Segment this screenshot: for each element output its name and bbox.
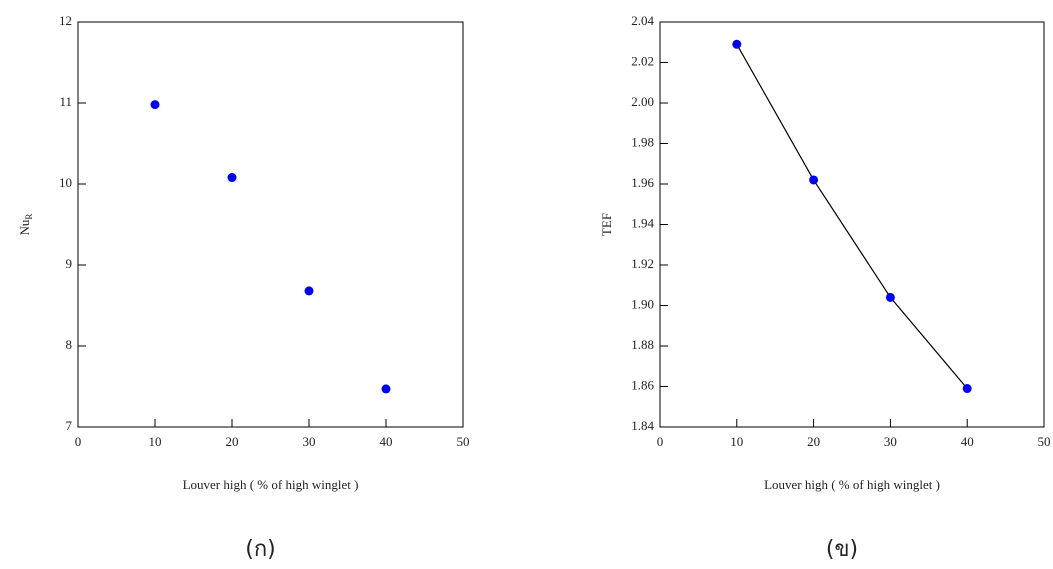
y-tick-label: 8 <box>66 337 73 352</box>
y-axis-label: NuR <box>17 214 34 236</box>
y-axis-label-subscript: R <box>24 214 34 220</box>
y-tick-label: 1.94 <box>631 215 654 230</box>
point <box>150 100 160 110</box>
point <box>809 175 819 185</box>
plot-frame <box>659 21 1045 428</box>
y-tick-label: 10 <box>59 175 72 190</box>
caption: (ข) <box>826 537 858 562</box>
x-tick-label: 50 <box>1038 434 1051 449</box>
x-axis-label: Louver high ( % of high winglet ) <box>183 477 359 492</box>
x-axis-label: Louver high ( % of high winglet ) <box>764 477 940 492</box>
y-tick-label: 1.84 <box>631 418 654 433</box>
y-tick-label: 9 <box>66 256 73 271</box>
x-tick-label: 20 <box>807 434 820 449</box>
y-tick-label: 1.88 <box>631 337 654 352</box>
y-axis-label-main: Nu <box>17 219 32 235</box>
point <box>885 292 895 302</box>
caption: (ก) <box>245 537 276 562</box>
y-tick-label: 1.96 <box>631 175 654 190</box>
y-axis-label: TEF <box>599 213 614 236</box>
line <box>736 43 968 389</box>
x-tick-label: 0 <box>657 434 664 449</box>
y-tick-label: 1.86 <box>631 377 654 392</box>
point <box>304 286 314 296</box>
y-tick-label: 1.92 <box>631 256 654 271</box>
y-tick-label: 11 <box>59 94 72 109</box>
plot-frame <box>77 21 464 428</box>
point <box>227 173 237 183</box>
y-tick-label: 7 <box>66 418 73 433</box>
y-tick-label: 1.90 <box>631 296 654 311</box>
x-tick-label: 30 <box>884 434 897 449</box>
y-tick-label: 2.02 <box>631 53 654 68</box>
x-tick-label: 20 <box>226 434 239 449</box>
y-tick-label: 2.00 <box>631 94 654 109</box>
x-tick-label: 10 <box>730 434 743 449</box>
x-tick-label: 30 <box>303 434 316 449</box>
y-tick-label: 2.04 <box>631 13 654 28</box>
x-tick-label: 0 <box>75 434 82 449</box>
point <box>381 384 391 394</box>
x-tick-label: 50 <box>457 434 470 449</box>
x-tick-label: 40 <box>380 434 393 449</box>
y-axis-label-main: TEF <box>599 213 614 236</box>
x-tick-label: 10 <box>149 434 162 449</box>
point <box>732 39 742 49</box>
x-tick-label: 40 <box>961 434 974 449</box>
y-tick-label: 1.98 <box>631 134 654 149</box>
point <box>962 384 972 394</box>
y-tick-label: 12 <box>59 13 72 28</box>
